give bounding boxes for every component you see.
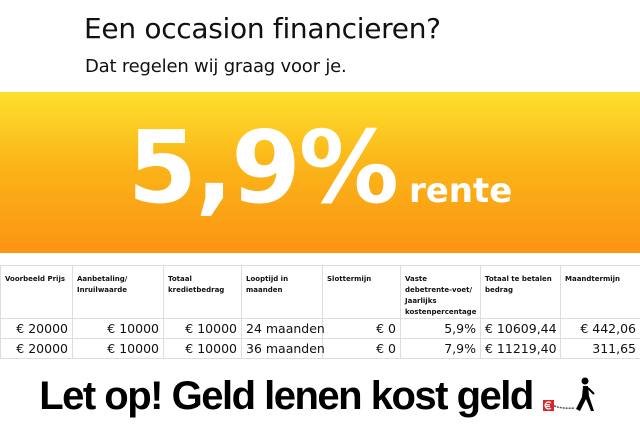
header-cell: Totaal te betalen bedrag xyxy=(480,265,561,319)
cell: € 10000 xyxy=(72,318,164,339)
cell: € 10000 xyxy=(163,338,242,359)
header-cell: Voorbeeld Prijs xyxy=(0,265,73,319)
header-cell: Aanbetaling/ Inruilwaarde xyxy=(72,265,164,319)
cell: € 10000 xyxy=(163,318,242,339)
cell: € 10609,44 xyxy=(480,318,561,339)
table-row: € 20000 € 10000 € 10000 36 maanden € 0 7… xyxy=(0,338,640,359)
header-cell: Totaal kredietbedrag xyxy=(163,265,242,319)
header-cell: Looptijd in maanden xyxy=(241,265,323,319)
cell: € 0 xyxy=(322,338,401,359)
table-row: € 20000 € 10000 € 10000 24 maanden € 0 5… xyxy=(0,318,640,339)
cell: 24 maanden xyxy=(241,318,325,339)
cell: 36 maanden xyxy=(241,338,325,359)
walking-man-with-euro-ball-icon xyxy=(542,377,595,411)
header-cell: Maandtermijn xyxy=(560,265,640,319)
loan-warning: Let op! Geld lenen kost geld xyxy=(39,374,534,418)
promo-banner xyxy=(0,92,640,253)
header-cell: Slottermijn xyxy=(322,265,401,319)
cell: € 442,06 xyxy=(560,318,640,339)
table-header-row: Voorbeeld Prijs Aanbetaling/ Inruilwaard… xyxy=(0,265,640,319)
promo-rate: 5,9% xyxy=(127,109,399,226)
footer: Let op! Geld lenen kost geld xyxy=(0,376,640,416)
header-cell: Vaste debetrente-voet/ Jaarlijks kostenp… xyxy=(400,265,481,319)
cell: 5,9% xyxy=(400,318,481,339)
cell: € 20000 xyxy=(0,338,73,359)
cell: € 0 xyxy=(322,318,401,339)
promo-text: 5,9% rente xyxy=(0,118,640,218)
cell: € 20000 xyxy=(0,318,73,339)
cell: € 11219,40 xyxy=(480,338,561,359)
cell: € 10000 xyxy=(72,338,164,359)
cell: 7,9% xyxy=(400,338,481,359)
cell: 311,65 xyxy=(560,338,640,359)
page-subtitle: Dat regelen wij graag voor je. xyxy=(85,56,347,77)
finance-table: Voorbeeld Prijs Aanbetaling/ Inruilwaard… xyxy=(0,265,640,359)
promo-rate-suffix: rente xyxy=(408,171,513,211)
page-title: Een occasion financieren? xyxy=(84,12,441,45)
